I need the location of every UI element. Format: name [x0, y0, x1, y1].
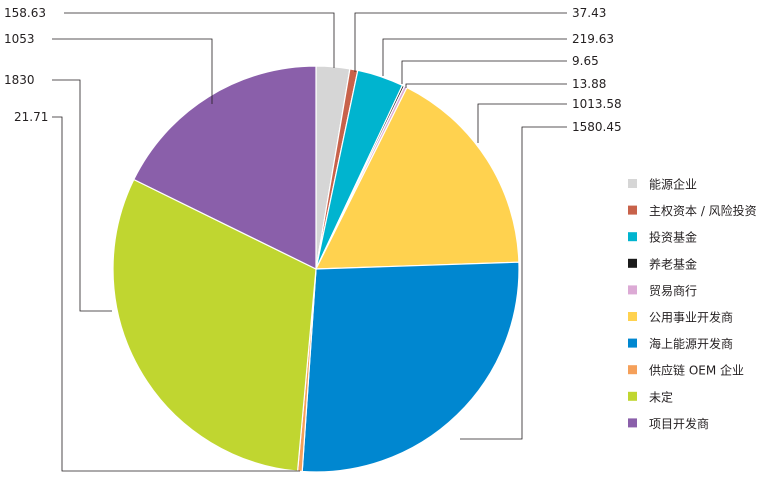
pie-slice: [301, 261, 520, 473]
callout-line: [382, 38, 567, 76]
value-label: 158.63: [4, 6, 46, 20]
legend-swatch: [628, 232, 637, 242]
value-label: 37.43: [572, 6, 606, 20]
legend-label: 供应链 OEM 企业: [649, 363, 744, 378]
value-label: 9.65: [572, 54, 599, 68]
legend-label: 主权资本 / 风险投资: [649, 203, 757, 218]
legend-swatch: [628, 179, 637, 188]
legend-swatch: [628, 258, 637, 268]
callout-line: [405, 83, 567, 88]
callout-line: [460, 126, 567, 440]
legend-label: 项目开发商: [649, 416, 709, 431]
pie-slices: [112, 65, 520, 473]
callout-line: [64, 12, 335, 68]
legend-swatch: [628, 391, 637, 401]
legend-swatch: [628, 205, 637, 215]
pie-slice: [112, 178, 317, 472]
value-label: 1830: [4, 73, 35, 87]
legend-label: 贸易商行: [649, 283, 697, 298]
legend-label: 未定: [649, 389, 673, 404]
callout-line: [52, 38, 213, 104]
pie-slice: [132, 65, 317, 270]
value-label: 1053: [4, 32, 35, 46]
callout-line: [354, 12, 567, 72]
callout-line: [52, 79, 112, 312]
legend-label: 养老基金: [649, 256, 697, 271]
value-label: 1013.58: [572, 97, 622, 111]
value-label: 1580.45: [572, 120, 622, 134]
value-label: 219.63: [572, 32, 614, 46]
callout-line: [52, 116, 300, 472]
legend-label: 能源企业: [649, 177, 697, 192]
legend-swatch: [628, 285, 637, 295]
callout-line: [401, 60, 567, 84]
value-label: 21.71: [14, 110, 48, 124]
callout-line: [477, 103, 567, 143]
legend-swatch: [628, 338, 637, 348]
value-label: 13.88: [572, 77, 606, 91]
pie-slice: [315, 86, 520, 270]
legend-label: 公用事业开发商: [649, 310, 733, 325]
legend-label: 海上能源开发商: [649, 336, 733, 351]
legend-swatch: [628, 312, 637, 321]
legend-swatch: [628, 418, 637, 428]
legend-label: 投资基金: [649, 230, 697, 245]
legend-swatch: [628, 365, 637, 375]
value-callouts: 158.63 37.43 219.63 9.65 13.88 1013.58 1580.45…: [4, 6, 622, 472]
